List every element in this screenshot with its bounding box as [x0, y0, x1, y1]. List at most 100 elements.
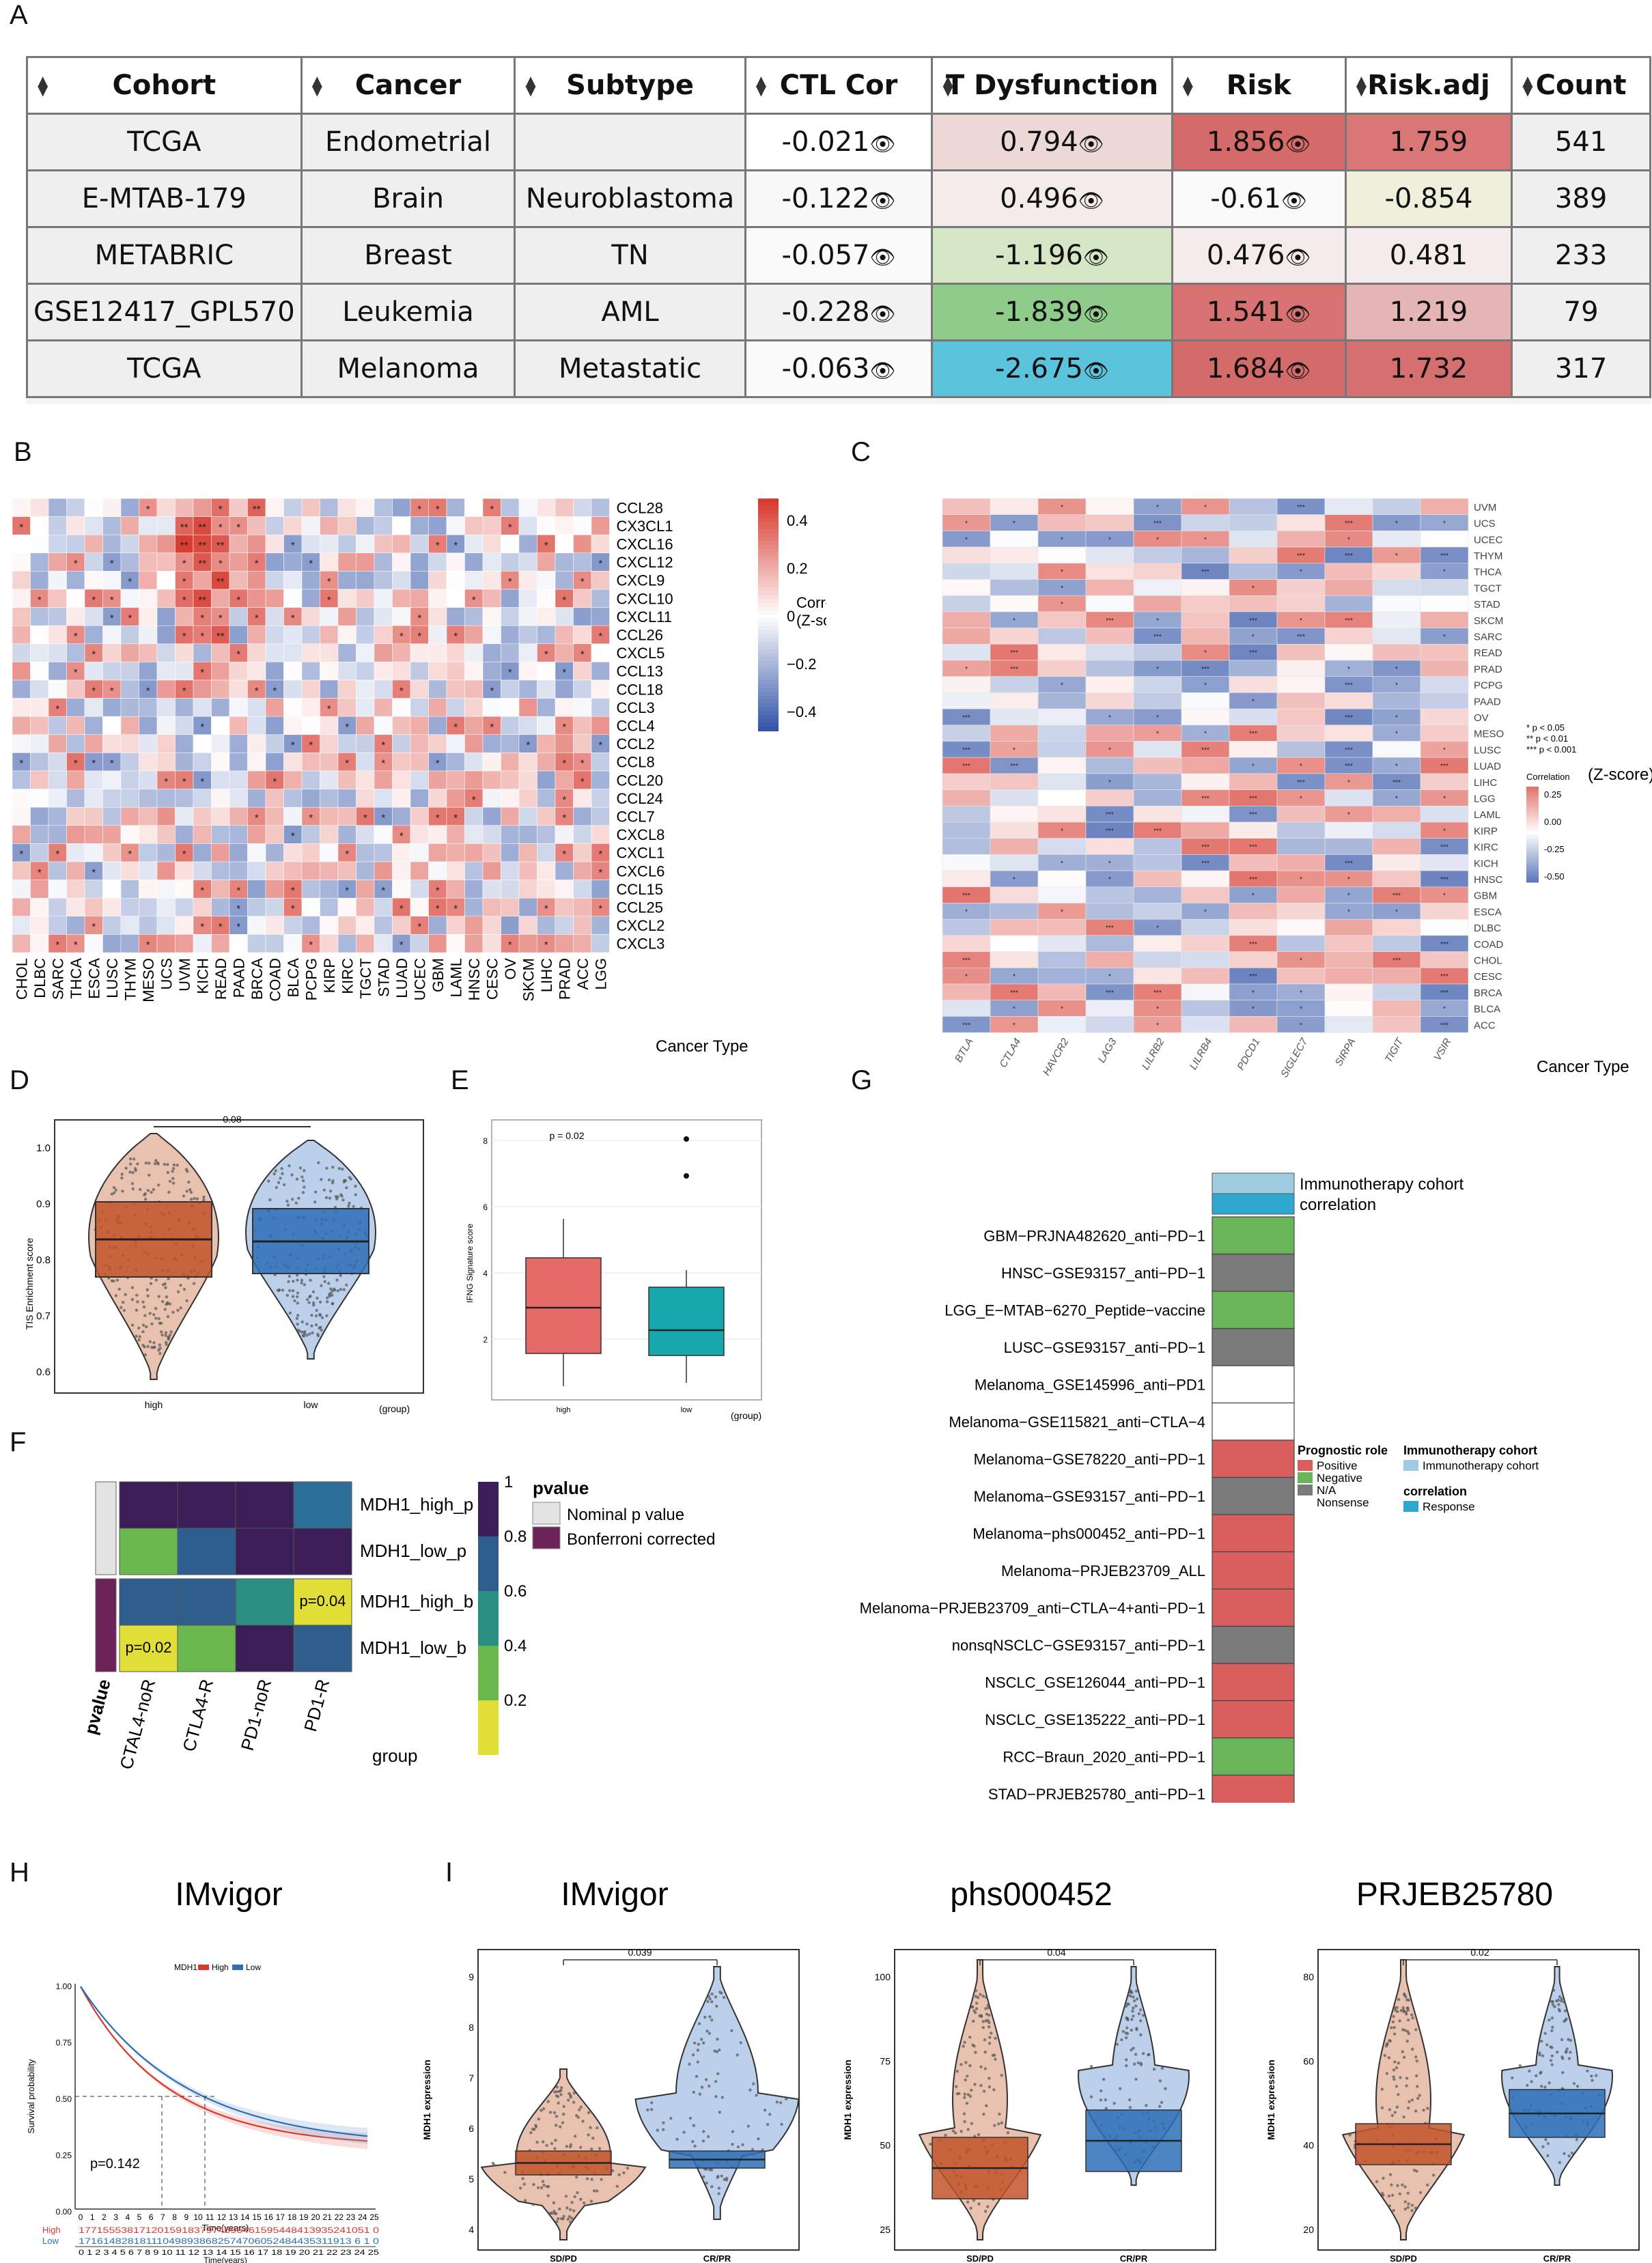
data-point: [986, 2004, 990, 2007]
sort-icon[interactable]: ▲ ▼: [755, 72, 767, 98]
sig-legend: *** p < 0.001: [1526, 744, 1576, 755]
sig-mark: *: [1156, 536, 1159, 544]
eye-icon[interactable]: 👁: [1078, 132, 1104, 156]
data-point: [120, 1306, 123, 1309]
column-header-t-dysfunction[interactable]: ▲ ▼ T Dysfunction: [931, 56, 1173, 115]
eye-icon[interactable]: 👁: [1285, 303, 1311, 326]
data-point: [131, 1170, 135, 1175]
heat-cell: [1324, 644, 1373, 661]
heat-cell: [12, 643, 31, 662]
heat-cell: [175, 698, 194, 717]
column-header-subtype[interactable]: ▲ ▼ Subtype: [514, 56, 746, 115]
heat-cell: [301, 934, 320, 953]
sig-mark: ***: [1201, 666, 1209, 673]
heat-cell: [1037, 951, 1087, 968]
eye-icon[interactable]: 👁: [1285, 132, 1311, 156]
data-point: [325, 1300, 329, 1304]
heat-cell: [374, 534, 393, 554]
heat-cell: [211, 498, 230, 517]
heat-cell: [337, 916, 356, 935]
column-header-count[interactable]: ▲ ▼ Count: [1511, 56, 1651, 115]
data-point: [986, 2205, 990, 2208]
heat-cell: [175, 625, 194, 645]
eye-icon[interactable]: 👁: [869, 303, 896, 326]
sig-mark: *: [1300, 957, 1302, 964]
column-header-risk[interactable]: ▲ ▼ Risk: [1171, 56, 1347, 115]
heat-cell: [990, 595, 1039, 613]
sort-icon[interactable]: ▲ ▼: [1522, 72, 1533, 98]
eye-icon[interactable]: 👁: [1285, 246, 1311, 270]
row-label: CCL15: [617, 881, 663, 898]
heat-cell: [446, 679, 465, 699]
eye-icon[interactable]: 👁: [1082, 246, 1109, 270]
eye-icon[interactable]: 👁: [869, 359, 896, 383]
sort-icon[interactable]: ▲ ▼: [38, 72, 48, 98]
sort-icon[interactable]: ▲ ▼: [311, 72, 323, 98]
heat-cell: [102, 498, 122, 517]
sig-mark: *: [110, 558, 114, 570]
sort-icon[interactable]: ▲ ▼: [525, 72, 536, 98]
heat-cell: [247, 916, 266, 935]
sig-mark: ***: [1345, 682, 1353, 690]
heat-cell: [573, 916, 592, 935]
x-tick: high: [145, 1399, 163, 1410]
data-point: [554, 2139, 557, 2142]
x-tick: 25: [369, 2212, 379, 2222]
data-point: [708, 2032, 712, 2035]
sig-mark: *: [1252, 1006, 1255, 1013]
heat-cell: [283, 662, 303, 681]
heat-cell: [392, 716, 411, 735]
heat-cell: [573, 516, 592, 535]
eye-icon[interactable]: 👁: [1285, 359, 1311, 383]
sort-icon[interactable]: ▲ ▼: [1356, 72, 1367, 98]
sort-icon[interactable]: ▲ ▼: [1182, 72, 1194, 98]
heat-cell: [84, 734, 103, 753]
column-header-cohort[interactable]: ▲ ▼ Cohort: [26, 56, 303, 115]
legend-swatch: [758, 568, 779, 573]
eye-icon[interactable]: 👁: [869, 189, 896, 213]
heat-cell: [301, 679, 320, 699]
col-label: LUSC: [104, 958, 121, 998]
data-point: [1548, 2019, 1551, 2022]
data-point: [1576, 2085, 1580, 2088]
sig-mark: *: [164, 776, 168, 787]
data-point: [165, 1295, 169, 1299]
heat-cell: [573, 880, 592, 899]
heat-cell: [555, 934, 574, 953]
row-label: DLBC: [1474, 923, 1501, 934]
data-point: [1135, 1997, 1139, 2001]
eye-icon[interactable]: 👁: [1082, 303, 1109, 326]
eye-icon[interactable]: 👁: [869, 246, 896, 270]
column-header-ctl-cor[interactable]: ▲ ▼ CTL Cor: [744, 56, 934, 115]
eye-icon[interactable]: 👁: [1280, 189, 1307, 213]
eye-icon[interactable]: 👁: [1078, 189, 1104, 213]
eye-icon[interactable]: 👁: [1082, 359, 1109, 383]
data-point: [766, 2122, 770, 2126]
sig-mark: *: [965, 536, 968, 544]
data-point: [326, 1282, 331, 1285]
chart-title: IMvigor: [561, 1877, 668, 1913]
cohort-cell: [1212, 1625, 1295, 1664]
row-label: CXCL16: [617, 536, 673, 553]
heat-cell: [139, 698, 158, 717]
heat-cell: [1133, 951, 1182, 968]
column-header-risk-adj[interactable]: ▲ ▼ Risk.adj: [1344, 56, 1513, 115]
heat-cell: [501, 843, 520, 862]
heat-cell: [537, 516, 556, 535]
x-tick: CR/PR: [1120, 2253, 1148, 2263]
eye-icon[interactable]: 👁: [869, 132, 896, 156]
heat-cell: [501, 716, 520, 735]
heat-cell: [374, 716, 393, 735]
heat-cell: [139, 825, 158, 844]
sig-mark: *: [1252, 892, 1255, 900]
data-point: [785, 2097, 788, 2101]
side-annotation: [95, 1578, 117, 1672]
data-point: [542, 2107, 546, 2111]
sig-mark: *: [1300, 569, 1302, 576]
heat-cell: [518, 625, 537, 645]
data-point: [347, 1204, 350, 1207]
sort-icon[interactable]: ▲ ▼: [942, 72, 953, 98]
heat-cell: [320, 662, 339, 681]
column-header-cancer[interactable]: ▲ ▼ Cancer: [300, 56, 516, 115]
data-point: [1407, 2019, 1410, 2022]
